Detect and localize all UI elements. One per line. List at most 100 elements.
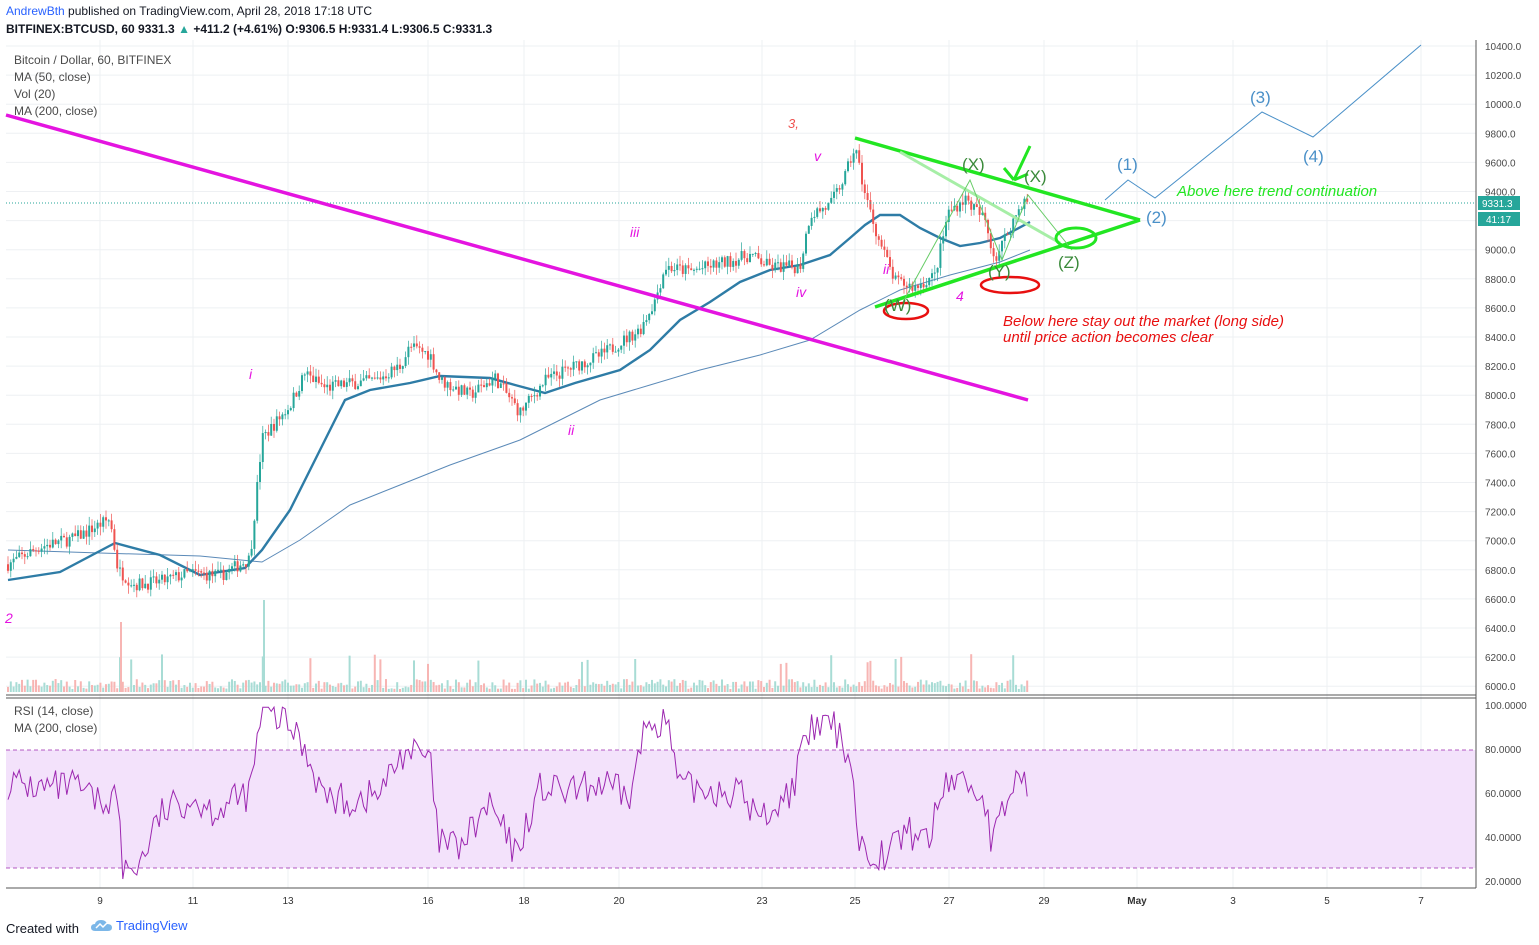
price-axis-label: 6000.0 <box>1485 682 1516 693</box>
volume-bar <box>144 684 147 692</box>
symbol-name: BITFINEX:BTCUSD, 60 <box>6 22 135 36</box>
candle-body <box>715 260 718 268</box>
candle-body <box>1020 209 1023 211</box>
volume-bar <box>362 687 365 692</box>
volume-bar <box>513 688 516 692</box>
volume-bar <box>693 682 695 692</box>
candle-body <box>861 162 863 185</box>
volume-bar <box>914 686 917 692</box>
volume-bar <box>978 688 981 692</box>
rsi-axis-label: 40.0000 <box>1485 833 1522 844</box>
price-change: +411.2 (+4.61%) <box>193 22 283 36</box>
price-axis-label: 7200.0 <box>1485 508 1516 519</box>
volume-bar <box>785 662 788 692</box>
tradingview-logo[interactable]: TradingView <box>90 918 188 933</box>
volume-bar <box>723 685 726 692</box>
legend-rsi-ma: MA (200, close) <box>14 721 98 735</box>
candle-body <box>362 378 365 381</box>
volume-bar <box>760 681 763 692</box>
candle-body <box>329 384 331 391</box>
volume-bar <box>183 685 186 692</box>
candle-body <box>849 161 852 163</box>
volume-bar <box>396 682 399 692</box>
volume-bar <box>239 688 242 692</box>
candle-body <box>740 251 743 260</box>
candle-body <box>679 264 681 266</box>
candle-body <box>922 283 925 288</box>
author-link[interactable]: AndrewBth <box>6 4 65 18</box>
volume-bar <box>819 684 821 692</box>
volume-bar <box>340 682 343 692</box>
candle-body <box>824 207 827 210</box>
candle-body <box>600 348 603 357</box>
candle-body <box>581 361 583 371</box>
candle-body <box>547 374 550 378</box>
volume-bar <box>732 681 735 692</box>
candle-body <box>572 361 575 370</box>
countdown-badge <box>1478 212 1520 226</box>
candle-body <box>995 256 998 261</box>
candle-body <box>816 208 819 217</box>
candle-body <box>354 381 357 390</box>
volume-bar <box>558 682 561 692</box>
candle-body <box>665 269 667 275</box>
time-axis-label: 18 <box>518 896 530 907</box>
volume-bar <box>32 679 35 692</box>
volume-bar <box>231 679 233 692</box>
volume-bar <box>194 683 197 692</box>
volume-bar <box>505 685 508 692</box>
volume-bar <box>992 688 995 692</box>
volume-bar <box>883 685 886 692</box>
volume-bar <box>152 683 155 692</box>
volume-bar <box>1003 688 1006 692</box>
volume-bar <box>998 685 1001 692</box>
volume-bar <box>245 680 247 692</box>
rsi-axis-label: 80.0000 <box>1485 745 1522 756</box>
volume-bar <box>191 687 194 692</box>
candle-body <box>536 395 539 397</box>
rsi-band <box>6 750 1476 868</box>
volume-bar <box>312 687 315 692</box>
candle-body <box>732 261 735 267</box>
volume-bar <box>273 682 275 692</box>
volume-bar <box>211 681 214 692</box>
candle-body <box>443 377 446 388</box>
candle-body <box>631 331 634 341</box>
candle-body <box>522 407 525 411</box>
volume-bar <box>12 686 15 692</box>
candle-body <box>793 267 796 274</box>
candle-body <box>491 378 494 386</box>
candle-body <box>113 529 116 550</box>
volume-bar <box>849 686 852 692</box>
volume-spike <box>120 622 122 692</box>
candle-body <box>749 253 751 263</box>
candle-body <box>774 262 777 270</box>
chart-axes: 10400.010200.010000.09800.09600.09400.09… <box>6 40 1527 907</box>
candle-body <box>595 352 597 354</box>
volume-bar <box>791 679 793 692</box>
candle-body <box>40 548 43 552</box>
volume-bar <box>553 687 555 692</box>
candle-body <box>712 260 715 268</box>
volume-bar <box>102 687 105 692</box>
volume-bar <box>765 682 768 692</box>
candle-body <box>704 261 707 269</box>
volume-bar <box>1020 684 1023 692</box>
candle-body <box>214 570 217 577</box>
candle-body <box>96 522 99 529</box>
volume-bar <box>317 680 320 692</box>
volume-bar <box>634 659 637 692</box>
volume-bar <box>219 686 222 692</box>
candle-body <box>592 353 595 363</box>
candle-body <box>984 212 987 220</box>
price-axis-label: 9000.0 <box>1485 246 1516 257</box>
volume-bar <box>889 683 891 692</box>
created-with-text: Created with <box>6 921 79 936</box>
volume-bar <box>373 654 376 692</box>
volume-bar <box>625 679 628 692</box>
volume-bar <box>264 685 267 692</box>
candle-body <box>343 380 345 387</box>
candle-body <box>88 525 91 537</box>
volume-bar <box>810 687 813 692</box>
